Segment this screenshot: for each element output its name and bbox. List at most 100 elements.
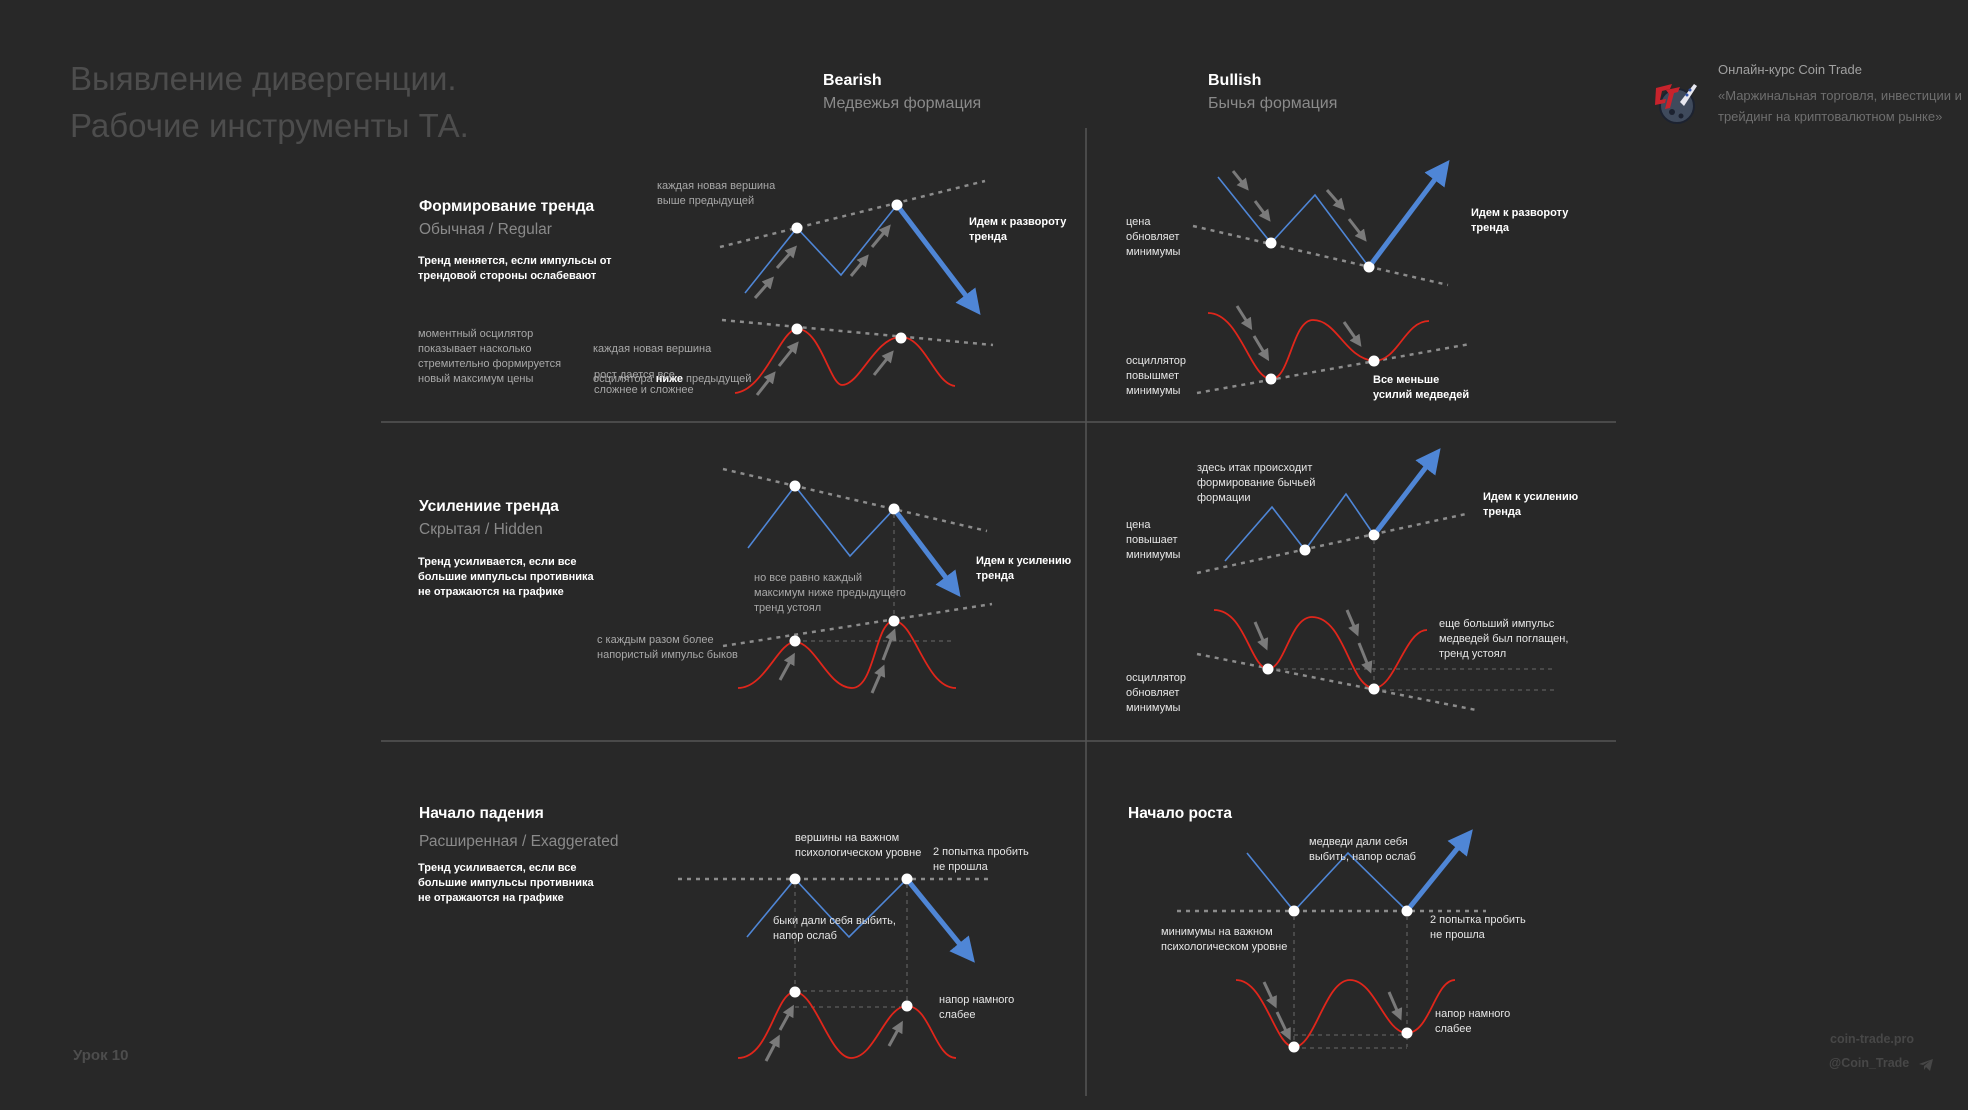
hidden-bearish-price-peak-1 [789, 480, 801, 492]
impulse-arrow [1252, 335, 1270, 362]
section-regular-title: Формирование тренда [419, 198, 595, 215]
exaggerated-bearish-osc-peak-2 [901, 1000, 913, 1012]
impulse-arrow [1235, 305, 1253, 331]
regular-bullish-price-line [1217, 176, 1370, 268]
regular-bearish-osc-peak-1 [791, 323, 803, 335]
exaggerated-bearish-trend-arrow [908, 881, 975, 963]
exaggerated-bearish-osc-peak-1 [789, 986, 801, 998]
brand-tagline: «Маржинальная торговля, инвестиции и тре… [1718, 88, 1962, 124]
regular-bearish-osc-note: каждая новая вершина осцилятора ниже пре… [593, 327, 751, 402]
impulse-arrow [1253, 200, 1271, 222]
regular-bullish-price-note: цена обновляет минимумы [1126, 216, 1181, 258]
osc-note-bold: ниже [655, 373, 683, 385]
bullish-column-subtitle: Бычья формация [1208, 95, 1338, 112]
hidden-bullish-osc-label: еще больший импульс медведей был поглаще… [1439, 618, 1569, 660]
regular-bullish-price-trendline [1192, 224, 1449, 287]
impulse-arrow [870, 664, 886, 694]
impulse-arrow [1342, 321, 1362, 347]
hidden-bullish-price-trendline [1196, 512, 1467, 575]
telegram-icon[interactable] [1918, 1058, 1934, 1072]
regular-bearish-price-line [744, 204, 898, 294]
hidden-bullish-osc-low-2 [1368, 683, 1380, 695]
hidden-bearish-osc-peak-1 [789, 635, 801, 647]
hidden-bearish-osc-trendline [722, 602, 993, 648]
telegram-handle[interactable]: @Coin_Trade [1829, 1056, 1910, 1070]
exaggerated-bullish-attempt-note: 2 попытка пробить не прошла [1430, 914, 1526, 941]
exaggerated-bullish-top-note: медведи дали себя выбить, напор ослаб [1309, 836, 1416, 863]
impulse-arrow [881, 628, 897, 661]
regular-bullish-osc-note: осциллятор повышмет минимумы [1126, 355, 1187, 397]
hidden-bearish-price-trendline [722, 467, 988, 533]
regular-bearish-osc-trendline [721, 318, 994, 347]
regular-bearish-osc-note2: рост дается все сложнее и сложнее [594, 369, 694, 396]
exaggerated-bullish-oscillator [1235, 979, 1456, 1048]
regular-bullish-osc-label: Все меньше усилий медведей [1373, 374, 1470, 401]
section-regular-description: Тренд меняется, если импульсы от трендов… [418, 255, 612, 282]
exaggerated-bearish-price-line [746, 877, 908, 939]
regular-bullish-price-low-2 [1363, 261, 1375, 273]
hidden-bearish-price-peak-2 [888, 503, 900, 515]
impulse-arrow [777, 341, 799, 367]
impulse-arrow [1357, 642, 1373, 674]
exaggerated-bullish-osc-low-1 [1288, 1041, 1300, 1053]
hidden-bullish-price-low-2 [1368, 529, 1380, 541]
brand-course-name: Онлайн-курс Coin Trade [1718, 62, 1862, 77]
regular-bullish-osc-low-2 [1368, 355, 1380, 367]
impulse-arrow [753, 276, 774, 299]
exaggerated-bullish-level-note: минимумы на важном психологическом уровн… [1161, 926, 1288, 953]
page-title-line2: Рабочие инструменты ТА. [70, 107, 469, 144]
hidden-bullish-price-low-1 [1299, 544, 1311, 556]
page-title: Выявление дивергенции. Рабочие инструмен… [70, 55, 469, 149]
impulse-arrow [1347, 218, 1367, 242]
impulse-arrow [1231, 170, 1249, 191]
section-hidden-description: Тренд усиливается, если все большие импу… [418, 556, 594, 598]
hidden-bullish-trend-arrow [1375, 448, 1441, 533]
regular-bullish-price-low-1 [1265, 237, 1277, 249]
section-exaggerated-description: Тренд усиливается, если все большие импу… [418, 862, 594, 904]
hidden-bullish-osc-note: осциллятор обновляет минимумы [1126, 672, 1187, 714]
section-regular-subtitle: Обычная / Regular [419, 221, 552, 238]
osc-note-post: предыдущей [682, 373, 752, 385]
impulse-arrow [1325, 189, 1345, 211]
impulse-arrow [872, 350, 894, 376]
section-hidden-title: Усилениие тренда [419, 498, 559, 515]
coin-trade-logo [1650, 76, 1700, 126]
regular-bearish-price-peak-2 [891, 199, 903, 211]
bullish-column-title: Bullish [1208, 72, 1262, 89]
exaggerated-bullish-osc-label: напор намного слабее [1435, 1008, 1511, 1035]
impulse-arrow [775, 245, 797, 269]
hidden-bearish-osc-note: с каждым разом более напористый импульс … [597, 634, 738, 661]
exaggerated-bullish-osc-low-2 [1401, 1027, 1413, 1039]
impulse-arrow [764, 1034, 780, 1062]
hidden-bearish-middle-note: но все равно каждый максимум ниже предыд… [754, 572, 906, 614]
regular-bearish-osc-note-line2: осцилятора ниже предыдущей [593, 372, 751, 387]
hidden-bearish-arrow-label: Идем к усилению тренда [976, 555, 1072, 582]
exaggerated-bearish-oscillator [737, 991, 957, 1059]
impulse-arrow [1262, 981, 1277, 1009]
impulse-arrow [1253, 621, 1269, 651]
hidden-bearish-price-line [747, 484, 895, 558]
hidden-bullish-arrow-label: Идем к усилению тренда [1483, 491, 1579, 518]
regular-bearish-price-note: каждая новая вершина выше предыдущей [657, 180, 776, 207]
exaggerated-bearish-middle-note: быки дали себя выбить, напор ослаб [773, 915, 896, 942]
regular-bullish-trend-arrow [1370, 160, 1450, 265]
page-title-line1: Выявление дивергенции. [70, 60, 457, 97]
section-exaggerated-title: Начало падения [419, 805, 544, 822]
section-exaggerated-bullish-title: Начало роста [1128, 805, 1233, 822]
exaggerated-bullish-trend-arrow [1408, 829, 1473, 909]
regular-bearish-osc-note-line1: каждая новая вершина [593, 343, 712, 355]
hidden-bullish-osc-low-1 [1262, 663, 1274, 675]
hidden-bullish-osc-trendline [1196, 652, 1477, 712]
impulse-arrow [1275, 1011, 1291, 1041]
impulse-arrow [849, 254, 869, 277]
website-link[interactable]: coin-trade.pro [1830, 1032, 1915, 1046]
hidden-bearish-oscillator [737, 620, 957, 689]
lesson-number: Урок 10 [73, 1047, 129, 1064]
bearish-column-subtitle: Медвежья формация [823, 95, 982, 112]
exaggerated-bearish-price-peak-1 [789, 873, 801, 885]
impulse-arrow [778, 1004, 794, 1031]
section-regular-left-note: моментный осцилятор показывает насколько… [418, 328, 562, 385]
exaggerated-bearish-price-peak-2 [901, 873, 913, 885]
regular-bearish-arrow-label: Идем к развороту тренда [969, 216, 1067, 243]
